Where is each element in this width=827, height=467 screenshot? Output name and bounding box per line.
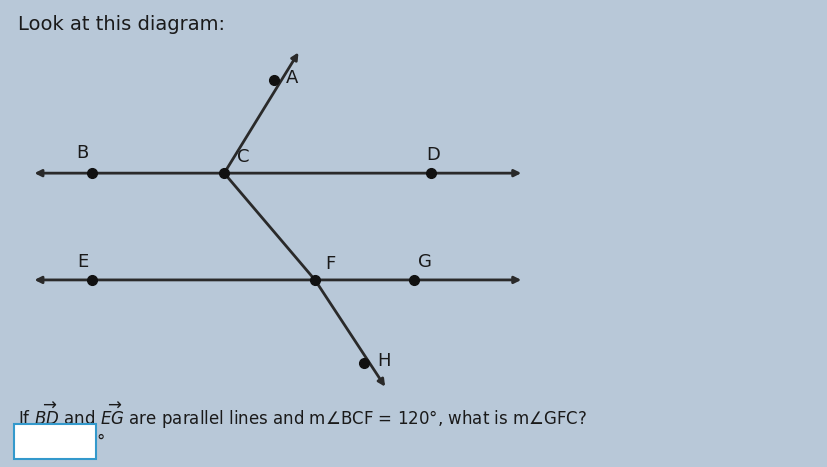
Text: G: G xyxy=(418,253,432,271)
Text: °: ° xyxy=(96,432,104,451)
Text: A: A xyxy=(286,69,298,87)
Text: F: F xyxy=(324,255,335,273)
Text: C: C xyxy=(237,148,249,166)
Text: H: H xyxy=(376,352,390,370)
Text: If $\overrightarrow{BD}$ and $\overrightarrow{EG}$ are parallel lines and m$\ang: If $\overrightarrow{BD}$ and $\overright… xyxy=(18,401,586,431)
Text: B: B xyxy=(76,143,88,162)
Text: Look at this diagram:: Look at this diagram: xyxy=(18,15,225,34)
Text: E: E xyxy=(77,253,88,271)
FancyBboxPatch shape xyxy=(14,424,96,459)
Text: D: D xyxy=(426,146,440,164)
